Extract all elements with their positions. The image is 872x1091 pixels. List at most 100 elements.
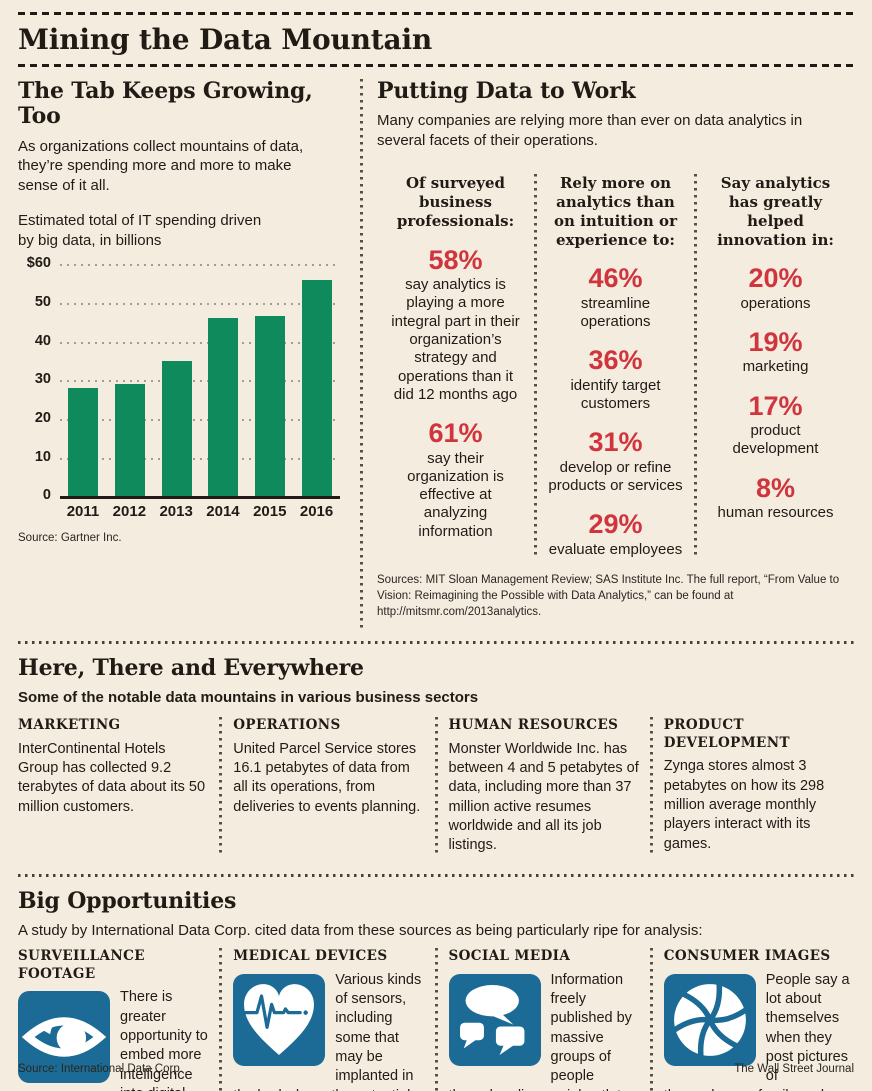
gridline	[60, 380, 340, 383]
gridline	[60, 264, 340, 267]
section-title-big-opportunities: Big Opportunities	[18, 887, 237, 914]
stat-text: develop or refine products or services	[548, 458, 683, 494]
opportunity-kicker: SOCIAL MEDIA	[448, 948, 571, 965]
vertical-divider	[649, 717, 653, 856]
y-axis-tick: 10	[34, 448, 51, 465]
bar-2014	[208, 318, 239, 497]
opportunity-text: Various kinds of sensors, including some…	[233, 971, 422, 1091]
section-title-putting: Putting Data to Work	[377, 78, 636, 105]
stat-value: 19%	[748, 327, 803, 358]
stat-value: 31%	[588, 427, 643, 458]
camera-shutter-icon	[663, 973, 756, 1066]
stat-header: Rely more on analytics than on intuition…	[554, 174, 677, 249]
vertical-divider	[434, 717, 438, 856]
opportunity-kicker: SURVEILLANCE FOOTAGE	[18, 948, 145, 982]
stat-value: 29%	[588, 509, 643, 540]
opportunity-text: People say a lot about themselves when t…	[664, 971, 850, 1091]
opportunity-kicker: MEDICAL DEVICES	[233, 948, 388, 965]
section-big-opportunities: Big Opportunities A study by Internation…	[18, 885, 854, 1091]
sector-columns: MARKETING InterContinental Hotels Group …	[18, 717, 854, 863]
stat-text: marketing	[742, 358, 809, 376]
sector-text: InterContinental Hotels Group has collec…	[18, 740, 206, 815]
sector-text: United Parcel Service stores 16.1 petaby…	[233, 740, 421, 815]
footer-credit: The Wall Street Journal	[734, 1063, 854, 1075]
sector-marketing: MARKETING InterContinental Hotels Group …	[18, 717, 219, 855]
y-axis-tick: $60	[26, 255, 51, 272]
vertical-divider-stats-2	[694, 174, 697, 559]
section-divider-2	[18, 873, 854, 877]
vertical-divider-stats-1	[534, 174, 537, 559]
section-divider-1	[18, 640, 854, 644]
stats-sources-note: Sources: MIT Sloan Management Review; SA…	[377, 573, 840, 618]
opportunity-surveillance-footage: SURVEILLANCE FOOTAGE There is greater op…	[18, 948, 219, 1091]
chart-title: Estimated total of IT spending driven by…	[18, 212, 262, 249]
bar-2015	[254, 316, 285, 497]
y-axis-tick: 50	[34, 294, 51, 311]
vertical-divider	[219, 717, 223, 856]
top-row: The Tab Keeps Growing, Too As organizati…	[18, 67, 854, 631]
gridline	[60, 496, 340, 500]
chart-source: Source: Gartner Inc.	[18, 532, 122, 545]
vertical-divider-main	[360, 79, 363, 631]
stat-text: say their organization is effective at a…	[407, 449, 504, 540]
section-intro-putting: Many companies are relying more than eve…	[377, 112, 803, 149]
section-putting-data: Putting Data to Work Many companies are …	[363, 78, 854, 630]
bar-2016	[301, 279, 332, 497]
x-axis-label: 2016	[299, 503, 334, 521]
vertical-divider	[219, 948, 223, 1091]
stat-column-innovation: Say analytics has greatly helped innovat…	[697, 174, 854, 558]
opportunity-text: There is greater opportunity to embed mo…	[120, 989, 208, 1091]
bars	[60, 264, 340, 497]
stat-value: 36%	[588, 345, 643, 376]
bar-2012	[114, 384, 145, 497]
bar-2011	[68, 388, 99, 497]
x-axis-label: 2015	[253, 503, 287, 521]
section-intro-here-there: Some of the notable data mountains in va…	[18, 688, 479, 706]
opportunity-medical-devices: MEDICAL DEVICES Various kinds of sensors…	[222, 948, 434, 1091]
section-here-there: Here, There and Everywhere Some of the n…	[18, 652, 854, 864]
vertical-divider	[649, 948, 653, 1091]
footer-source: Source: International Data Corp.	[18, 1063, 183, 1075]
eye-icon	[18, 991, 110, 1084]
sector-kicker: OPERATIONS	[233, 717, 341, 734]
y-axis-tick: 0	[42, 487, 51, 504]
opportunity-social-media: SOCIAL MEDIA Information fre	[438, 948, 650, 1091]
title-dashed-rule	[18, 64, 854, 68]
bar-chart: $60 50 40 30 20 10 0 2011 2012 2013 2014 2015 2016	[18, 255, 348, 520]
gridline	[60, 457, 340, 460]
opportunity-kicker: CONSUMER IMAGES	[663, 948, 831, 965]
x-axis-label: 2014	[206, 503, 240, 521]
sector-kicker: PRODUCT DEVELOPMENT	[663, 717, 790, 751]
stat-value: 58%	[428, 244, 483, 275]
heart-ekg-icon	[233, 973, 326, 1066]
section-tab-keeps-growing: The Tab Keeps Growing, Too As organizati…	[18, 79, 360, 630]
bar-chart-xlabels: 2011 2012 2013 2014 2015 2016	[60, 503, 340, 520]
footer: Source: International Data Corp. The Wal…	[18, 1063, 854, 1075]
sector-human-resources: HUMAN RESOURCES Monster Worldwide Inc. h…	[438, 717, 650, 855]
stat-value: 8%	[755, 472, 796, 503]
top-dashed-rule	[18, 12, 854, 15]
stat-value: 61%	[428, 418, 483, 449]
sector-kicker: MARKETING	[18, 717, 121, 734]
stat-value: 20%	[748, 263, 803, 294]
bar-2013	[161, 360, 192, 497]
stat-text: evaluate employees	[548, 540, 683, 558]
sector-product-development: PRODUCT DEVELOPMENT Zynga stores almost …	[653, 717, 854, 855]
stat-text: streamline operations	[580, 294, 651, 331]
x-axis-label: 2013	[159, 503, 193, 521]
gridline	[60, 418, 340, 421]
section-title-here-there: Here, There and Everywhere	[18, 654, 364, 681]
stat-header: Of surveyed business professionals:	[396, 174, 515, 230]
vertical-divider	[434, 948, 438, 1091]
stat-header: Say analytics has greatly helped innovat…	[717, 174, 834, 249]
opportunity-consumer-images: CONSUMER IMAGES	[653, 948, 854, 1091]
section-title-tab: The Tab Keeps Growing, Too	[18, 78, 313, 130]
stat-text: say analytics is playing a more integral…	[391, 276, 520, 403]
stat-text: identify target customers	[570, 376, 661, 413]
sector-operations: OPERATIONS United Parcel Service stores …	[222, 717, 434, 855]
y-axis-tick: 30	[34, 371, 51, 388]
section-intro-tab: As organizations collect mountains of da…	[18, 137, 304, 194]
page-title: Mining the Data Mountain	[18, 23, 433, 56]
speech-bubbles-icon	[448, 973, 541, 1066]
